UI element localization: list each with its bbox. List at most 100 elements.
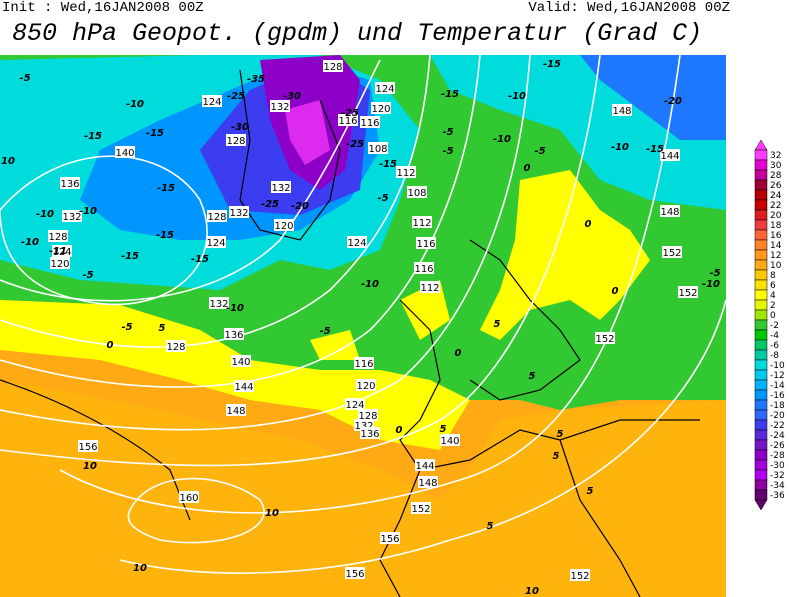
temperature-label: 0 bbox=[524, 163, 531, 174]
temperature-label: -10 bbox=[226, 303, 244, 314]
contour-label-box bbox=[416, 237, 436, 249]
colorbar-tick-label: -10 bbox=[770, 361, 785, 371]
colorbar-tick-label: 2 bbox=[770, 301, 776, 311]
colorbar-swatch bbox=[754, 169, 768, 181]
temperature-label: -15 bbox=[84, 131, 102, 142]
geopotential-label: 128 bbox=[358, 411, 377, 422]
geopotential-label: 124 bbox=[375, 84, 394, 95]
colorbar-swatch bbox=[754, 309, 768, 321]
geopotential-label: 136 bbox=[360, 429, 379, 440]
colorbar-tick-label: -24 bbox=[770, 431, 785, 441]
colorbar-tick-label: -12 bbox=[770, 371, 785, 381]
temperature-label: -15 bbox=[379, 159, 397, 170]
temperature-label: -15 bbox=[646, 144, 664, 155]
temperature-label: 5 bbox=[557, 429, 564, 440]
colorbar-swatch bbox=[754, 249, 768, 261]
geopotential-label: 140 bbox=[440, 436, 459, 447]
geopotential-label: 116 bbox=[354, 359, 373, 370]
colorbar-tick-label: 32 bbox=[770, 151, 781, 161]
colorbar-swatch bbox=[754, 439, 768, 451]
colorbar-swatch bbox=[754, 459, 768, 471]
temperature-label: -5 bbox=[534, 146, 545, 157]
colorbar-swatch bbox=[754, 239, 768, 251]
contour-label-box bbox=[206, 236, 226, 248]
geopotential-label: 120 bbox=[50, 259, 69, 270]
temperature-label: -5 bbox=[319, 326, 330, 337]
contour-label-box bbox=[360, 427, 380, 439]
temperature-label: -25 bbox=[341, 108, 359, 119]
contour-label-box bbox=[345, 398, 365, 410]
contour-label-box bbox=[226, 134, 246, 146]
geopotential-label: 120 bbox=[371, 104, 390, 115]
geopotential-label: 156 bbox=[380, 534, 399, 545]
colorbar-swatch bbox=[754, 289, 768, 301]
contour-label-box bbox=[270, 100, 290, 112]
geopotential-label: 128 bbox=[207, 212, 226, 223]
colorbar-arrow-bottom bbox=[754, 499, 768, 511]
geopotential-label: 116 bbox=[416, 239, 435, 250]
temperature-label: -30 bbox=[231, 122, 249, 133]
valid-time: Valid: Wed,16JAN2008 00Z bbox=[528, 0, 730, 16]
geopotential-contours bbox=[0, 54, 727, 574]
colorbar-tick-label: -6 bbox=[770, 341, 779, 351]
colorbar-tick-label: 26 bbox=[770, 181, 782, 191]
colorbar-swatch bbox=[754, 219, 768, 231]
temperature-label: -10 bbox=[21, 237, 39, 248]
temperature-label: -5 bbox=[442, 127, 453, 138]
colorbar-tick-label: 20 bbox=[770, 211, 782, 221]
colorbar-tick-label: -20 bbox=[770, 411, 785, 421]
temperature-label: -25 bbox=[346, 139, 364, 150]
geopotential-label: 120 bbox=[274, 221, 293, 232]
temperature-label: -15 bbox=[121, 251, 139, 262]
contour-label-box bbox=[271, 181, 291, 193]
colorbar-swatch bbox=[754, 349, 768, 361]
temperature-label: -15 bbox=[441, 89, 459, 100]
contour-label-box bbox=[52, 245, 72, 257]
temperature-label: 5 bbox=[159, 323, 166, 334]
contour-label-box bbox=[347, 236, 367, 248]
colorbar-tick-label: 4 bbox=[770, 291, 776, 301]
temperature-label: 5 bbox=[529, 371, 536, 382]
contour-label-box bbox=[209, 297, 229, 309]
colorbar-tick-label: 24 bbox=[770, 191, 782, 201]
contour-label-box bbox=[678, 286, 698, 298]
contour-label-box bbox=[612, 104, 632, 116]
colorbar-swatch bbox=[754, 389, 768, 401]
colorbar-swatch bbox=[754, 369, 768, 381]
map-background bbox=[0, 55, 726, 597]
contour-label-box bbox=[570, 569, 590, 581]
geopotential-label: 152 bbox=[662, 248, 681, 259]
contour-label-box bbox=[420, 281, 440, 293]
geopotential-label: 128 bbox=[48, 232, 67, 243]
colorbar-tick-label: -28 bbox=[770, 451, 785, 461]
temperature-label: -10 bbox=[361, 279, 379, 290]
temperature-label: 10 bbox=[1, 156, 15, 167]
colorbar-arrow-top bbox=[754, 139, 768, 151]
geopotential-label: 144 bbox=[660, 151, 679, 162]
temperature-label: -30 bbox=[283, 91, 301, 102]
contour-label-box bbox=[50, 257, 70, 269]
temperature-label: -5 bbox=[709, 268, 720, 279]
colorbar-swatch bbox=[754, 359, 768, 371]
contour-label-box bbox=[407, 186, 427, 198]
temperature-label: 5 bbox=[553, 451, 560, 462]
temperature-label: -11 bbox=[49, 246, 67, 257]
colorbar-swatch bbox=[754, 179, 768, 191]
temperature-label: 0 bbox=[107, 340, 114, 351]
temperature-label: -10 bbox=[36, 209, 54, 220]
geopotential-label: 148 bbox=[226, 406, 245, 417]
geopotential-label: 140 bbox=[115, 148, 134, 159]
contour-label-box bbox=[418, 476, 438, 488]
colorbar-swatch bbox=[754, 269, 768, 281]
colorbar-tick-label: -16 bbox=[770, 391, 785, 401]
temperature-label: 10 bbox=[265, 508, 279, 519]
contour-label-box bbox=[415, 459, 435, 471]
temperature-label: -15 bbox=[156, 230, 174, 241]
geopotential-label: 124 bbox=[52, 247, 71, 258]
contour-label-box bbox=[323, 60, 343, 72]
geopotential-label: 124 bbox=[206, 238, 225, 249]
colorbar-swatch bbox=[754, 159, 768, 171]
temperature-label: -20 bbox=[664, 96, 682, 107]
